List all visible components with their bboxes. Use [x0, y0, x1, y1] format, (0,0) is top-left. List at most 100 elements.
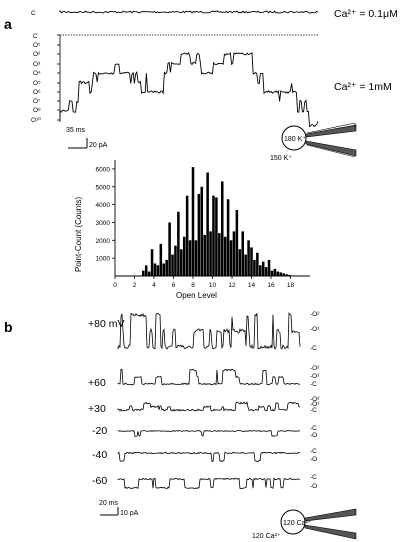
- bilayer-diagram-b: 120 Ca²⁺ 120 Ca²⁺: [252, 508, 357, 540]
- trace-high-calcium: [59, 51, 319, 128]
- hist-bar: [144, 265, 148, 276]
- hist-x-label: Open Level: [176, 291, 217, 300]
- level-label: -O¹: [310, 401, 320, 408]
- hist-bar: [244, 254, 247, 276]
- hist-y-tick-label: 3000: [96, 220, 111, 227]
- hist-bar: [261, 261, 265, 276]
- hist-x-tick-label: 4: [152, 282, 156, 289]
- hist-bar: [153, 263, 157, 276]
- hist-bar: [159, 243, 163, 276]
- voltage-label-minus60: -60: [92, 475, 107, 487]
- hist-bar: [206, 172, 209, 276]
- bilayer-diagram-a: 180 K⁺ 150 K⁺: [270, 122, 357, 162]
- level-label: -C: [310, 448, 317, 455]
- hist-bar: [238, 249, 242, 276]
- voltage-label-80: +80 mV: [88, 318, 124, 330]
- scale-time-a: 35 ms: [66, 127, 86, 134]
- trace-low-calcium: [59, 9, 319, 14]
- hist-bar: [253, 259, 256, 276]
- level-label: -C: [310, 407, 317, 414]
- hist-y-ticks: 1000 2000 3000 4000 5000 6000: [96, 166, 115, 263]
- hist-y-tick-label: 2000: [96, 238, 111, 245]
- hist-bar: [185, 195, 189, 276]
- level-label: -O: [310, 456, 317, 463]
- level-axis: [57, 34, 61, 122]
- hist-y-tick-label: 6000: [96, 166, 111, 173]
- hist-bar: [182, 236, 186, 276]
- level-label: O⁷: [33, 98, 41, 105]
- scale-bar-a: 35 ms 20 pA: [66, 127, 108, 149]
- hist-x-tick-label: 18: [287, 282, 295, 289]
- level-label: -C: [310, 474, 317, 481]
- hist-bar: [229, 240, 233, 276]
- hist-y-tick-label: 4000: [96, 202, 111, 209]
- hist-bar: [180, 249, 183, 276]
- level-label: O¹: [33, 42, 41, 49]
- level-label: -O: [310, 432, 317, 439]
- scale-bar-b: 20 ms 10 pA: [99, 500, 139, 517]
- hist-bar: [197, 193, 201, 276]
- hist-bar: [171, 254, 174, 276]
- level-label: O⁵: [33, 80, 41, 87]
- open-level-histogram: 0 2 4 6 8 10 12 14 16 18 1000 2000 3000 4000 5000 6000…: [74, 160, 310, 300]
- hist-bar: [256, 252, 259, 276]
- hist-bar: [188, 240, 192, 276]
- voltage-label-minus40: -40: [92, 449, 107, 461]
- hist-x-tick-label: 2: [133, 282, 137, 289]
- hist-bar: [165, 259, 168, 276]
- hist-bar: [209, 231, 212, 276]
- trace2-condition: Ca²⁺ = 1mM: [334, 81, 392, 93]
- hist-bar: [212, 195, 215, 276]
- level-label: -O¹: [310, 326, 320, 333]
- hist-bar: [200, 186, 204, 276]
- level-label: O¹⁰: [31, 116, 41, 124]
- level-label: O²: [33, 51, 41, 58]
- hist-bar: [285, 274, 288, 276]
- hist-bar: [162, 263, 166, 276]
- diagram-a-outside: 150 K⁺: [270, 155, 292, 162]
- hist-x-tick-label: 12: [228, 282, 236, 289]
- hist-bar: [168, 222, 171, 276]
- hist-x-ticks: 0 2 4 6 8 10 12 14 16 18: [113, 276, 294, 289]
- level-label: -O¹: [310, 373, 320, 380]
- trace-minus40: [117, 451, 301, 463]
- hist-bar: [220, 181, 224, 276]
- hist-x-tick-label: 10: [209, 282, 217, 289]
- hist-bar: [177, 211, 180, 276]
- trace-minus20: [117, 430, 301, 437]
- hist-bar: [156, 265, 160, 276]
- hist-bar: [235, 209, 239, 276]
- level-label: -C: [310, 381, 317, 388]
- hist-x-tick-label: 8: [191, 282, 195, 289]
- hist-bar: [276, 271, 280, 276]
- hist-bar: [259, 265, 262, 276]
- hist-y-label: Point-Count (Counts): [74, 197, 83, 272]
- level-label: -O²: [310, 311, 320, 318]
- level-label: -C: [310, 425, 317, 432]
- level-label: C: [33, 33, 38, 40]
- hist-bar: [150, 249, 154, 276]
- panel-a-letter: a: [4, 16, 12, 32]
- trace-plus30: [117, 400, 301, 412]
- open-level-labels: C O¹ O² O³ O⁴ O⁵ O⁶ O⁷ O⁸ O¹⁰: [31, 33, 41, 124]
- hist-bar: [264, 267, 268, 276]
- trace-minus60: [117, 477, 301, 490]
- scale-current-b: 10 pA: [120, 510, 139, 517]
- hist-bar: [142, 270, 145, 276]
- hist-bar: [194, 240, 198, 276]
- hist-bar: [267, 259, 271, 276]
- hist-bar: [223, 236, 227, 276]
- diagram-b-inside: 120 Ca²⁺: [283, 520, 312, 527]
- hist-bar: [226, 199, 230, 276]
- trace1-closed-label: C: [31, 10, 36, 17]
- hist-bar: [232, 231, 236, 276]
- hist-y-tick-label: 1000: [96, 256, 111, 263]
- panel-b-letter: b: [4, 319, 13, 335]
- hist-bar: [279, 272, 283, 276]
- hist-bars: [142, 167, 291, 276]
- hist-bar: [273, 268, 277, 276]
- diagram-b-outside: 120 Ca²⁺: [252, 533, 281, 540]
- hist-x-tick-label: 14: [248, 282, 256, 289]
- level-label: -O²: [310, 365, 320, 372]
